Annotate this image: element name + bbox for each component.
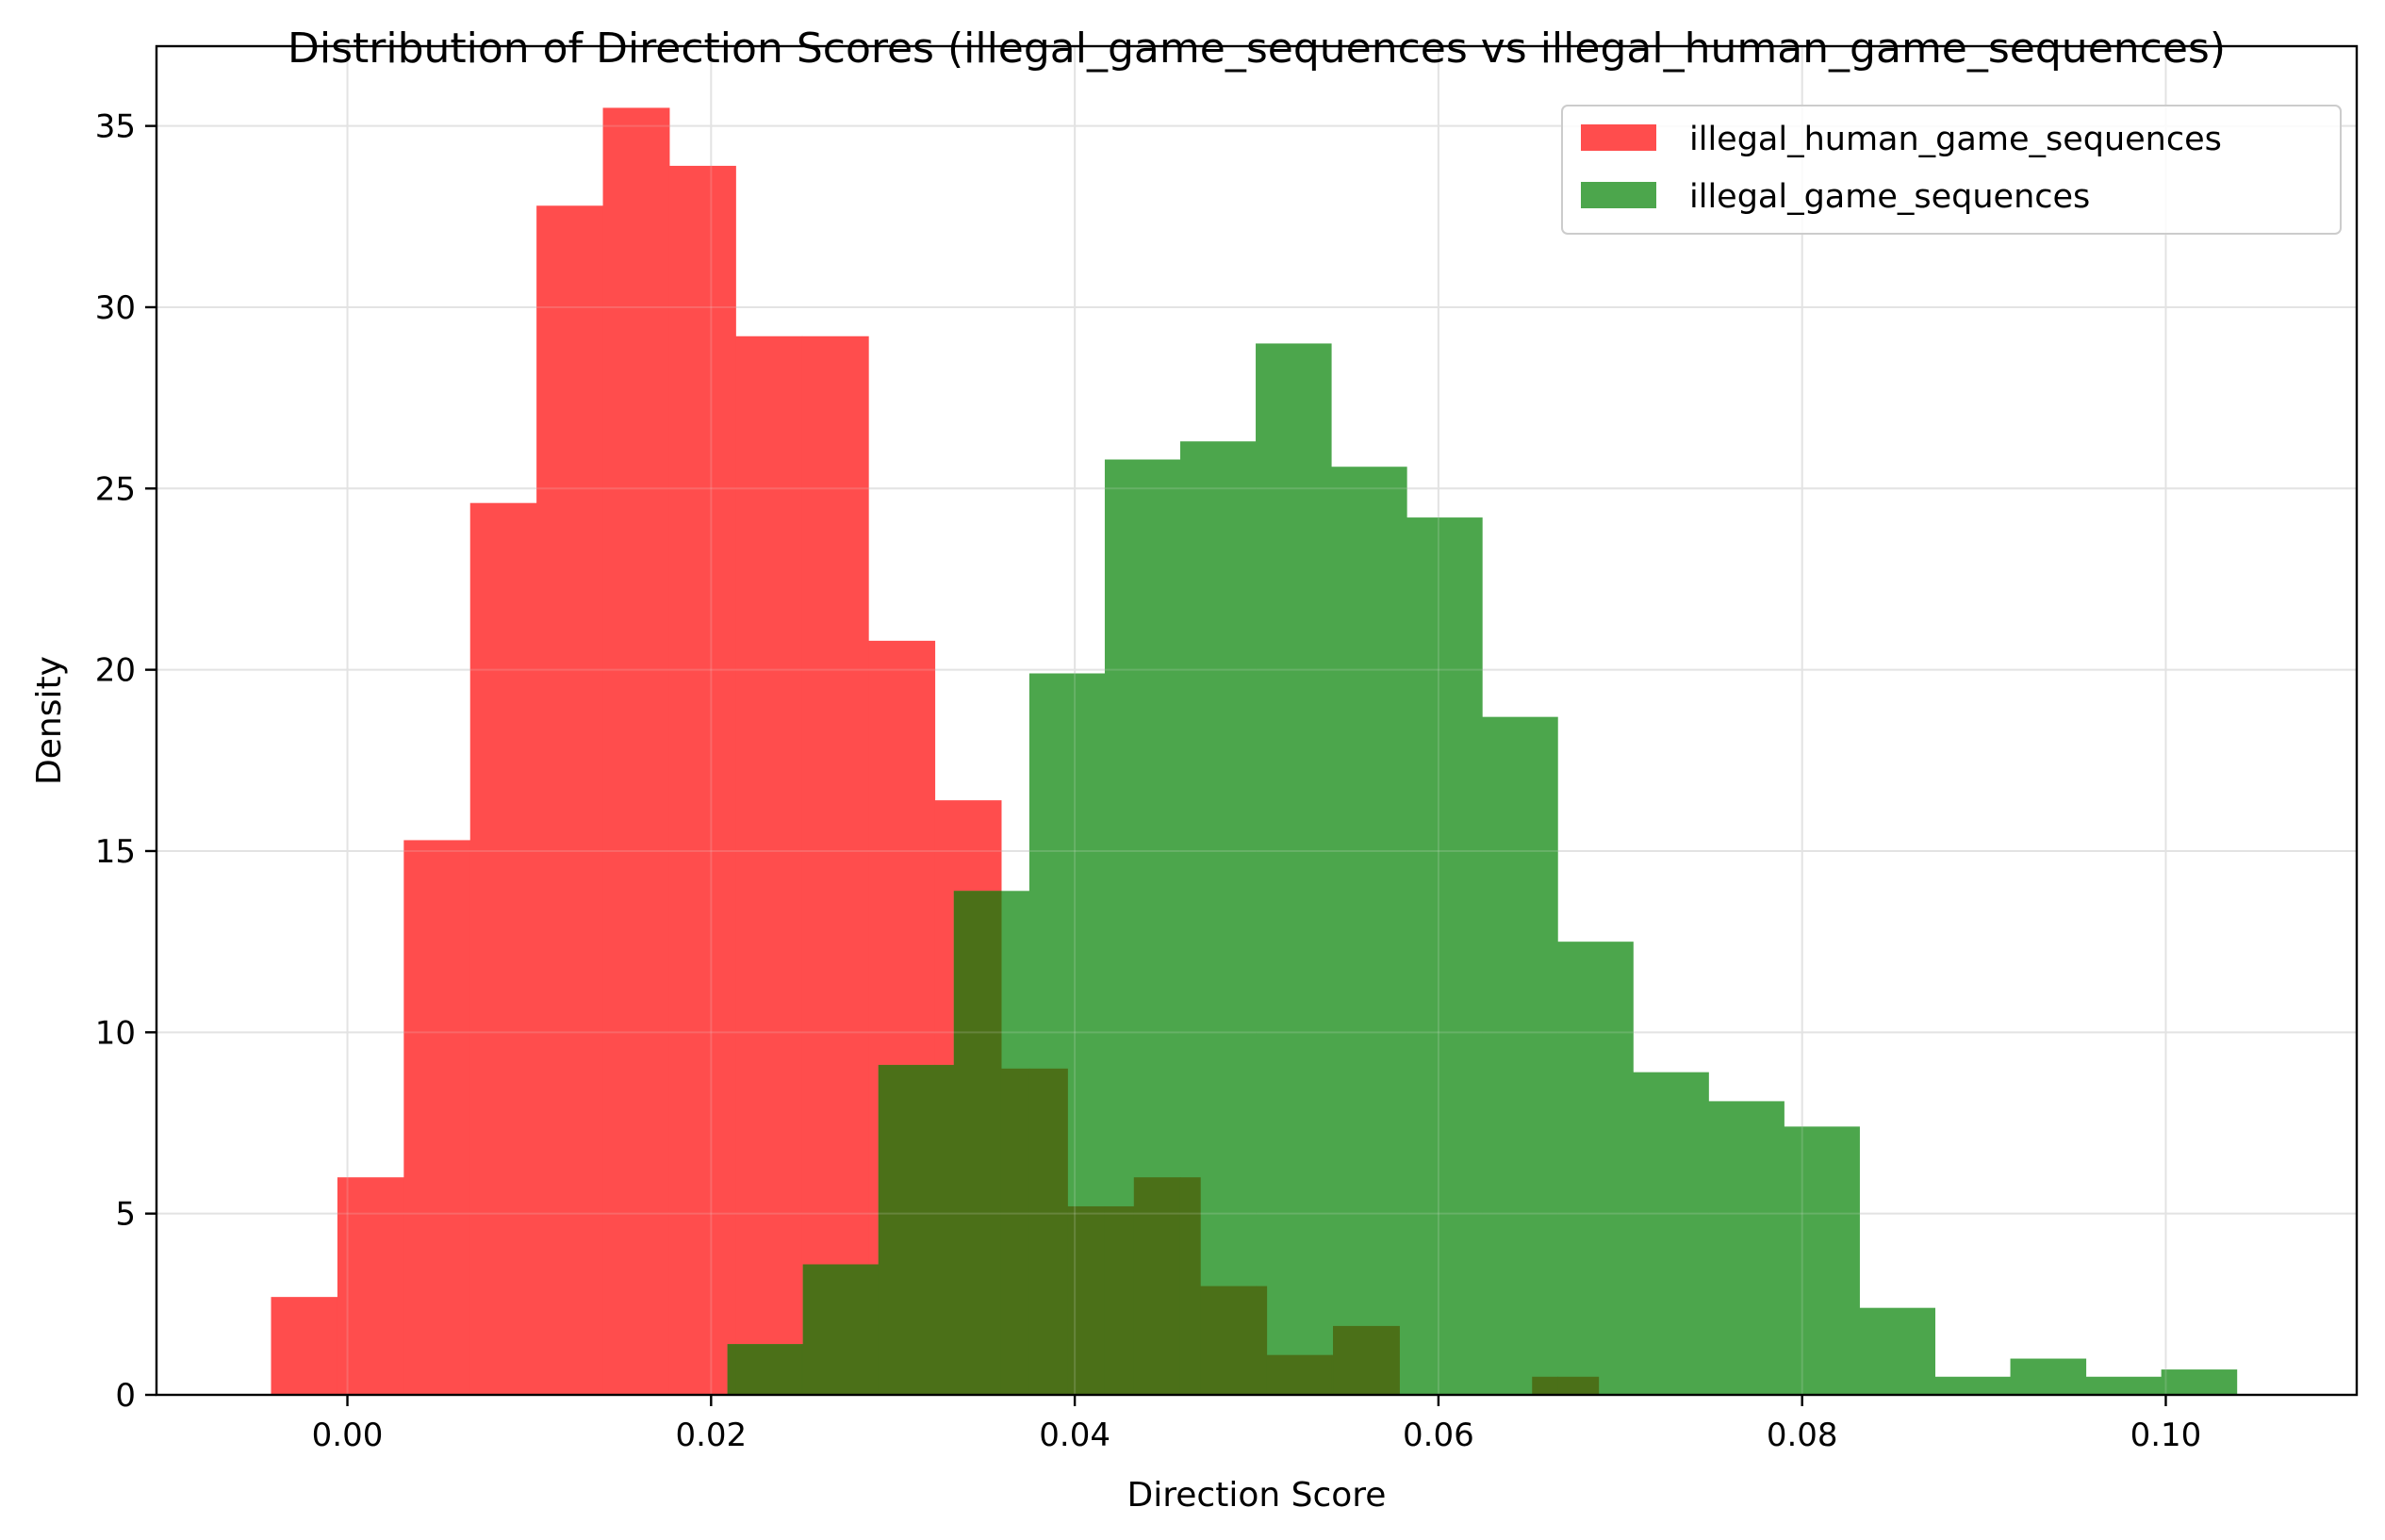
legend-box — [1561, 105, 2342, 235]
overlap-bar — [953, 891, 1002, 1395]
overlap-bar — [735, 1344, 803, 1395]
bar — [337, 1177, 404, 1395]
overlap-bar — [802, 1264, 869, 1395]
bar — [602, 107, 670, 1396]
x-axis-label: Direction Score — [1127, 1476, 1387, 1515]
x-tick-label: 0.02 — [675, 1417, 747, 1454]
bar — [2010, 1358, 2087, 1395]
x-tick-label: 0.06 — [1403, 1417, 1474, 1454]
overlap-bar — [1067, 1205, 1106, 1395]
overlap-bar — [1256, 1286, 1268, 1395]
overlap-bar — [801, 1344, 804, 1395]
overlap-bar — [1333, 1325, 1400, 1395]
overlap-bar — [1532, 1376, 1558, 1395]
y-tick-label: 35 — [95, 108, 136, 146]
x-tick-label: 0.10 — [2130, 1417, 2202, 1454]
bar — [1331, 467, 1407, 1395]
bar — [2161, 1369, 2238, 1395]
bar — [801, 336, 869, 1395]
legend-label-illegal-game-sequences: illegal_game_sequences — [1689, 178, 2090, 216]
axis-ticks: 0.00 0.02 0.04 0.06 0.08 0.10 0 5 10 15 20 25 30 35 — [95, 108, 2202, 1454]
bar — [469, 502, 537, 1395]
overlap-bar — [1000, 1068, 1030, 1395]
histogram-bars — [271, 107, 2238, 1396]
bar — [1406, 517, 1483, 1395]
axes-frame — [155, 44, 2359, 1397]
overlap-bar — [934, 1064, 955, 1395]
overlap-bar — [1331, 1354, 1334, 1395]
bar — [735, 336, 803, 1395]
x-tick-label: 0.04 — [1039, 1417, 1110, 1454]
overlap-bar — [1104, 1205, 1135, 1395]
legend-label-illegal-human-game-sequences: illegal_human_game_sequences — [1689, 121, 2222, 158]
legend-swatch-illegal-game-sequences — [1581, 182, 1656, 208]
bar — [1784, 1126, 1860, 1395]
bar — [1256, 343, 1332, 1395]
overlap-bar — [1266, 1354, 1332, 1395]
overlap-bar — [1028, 1068, 1068, 1395]
overlap-bar — [1179, 1177, 1201, 1395]
y-tick-label: 30 — [95, 289, 136, 327]
bar — [1482, 716, 1558, 1395]
bar — [1708, 1101, 1785, 1395]
legend-swatch-illegal-human-game-sequences — [1581, 124, 1656, 151]
overlap-bar — [878, 1064, 936, 1395]
overlap-bars — [727, 891, 1600, 1395]
legend: illegal_human_game_sequences illegal_gam… — [1561, 105, 2342, 235]
bar — [1859, 1307, 1935, 1395]
bar — [2085, 1376, 2163, 1395]
y-tick-label: 0 — [115, 1377, 136, 1415]
x-tick-label: 0.00 — [312, 1417, 384, 1454]
y-tick-label: 10 — [95, 1014, 136, 1052]
y-tick-label: 15 — [95, 833, 136, 871]
y-axis-label: Density — [30, 656, 69, 785]
bar — [536, 205, 604, 1396]
chart-title: Distribution of Direction Scores (illega… — [288, 25, 2226, 73]
bar — [1934, 1376, 2012, 1395]
y-tick-label: 20 — [95, 652, 136, 690]
overlap-bar — [727, 1344, 736, 1395]
overlap-bar — [1557, 1376, 1600, 1395]
bar — [1557, 942, 1634, 1395]
overlap-bar — [1133, 1177, 1181, 1395]
bar — [403, 840, 471, 1395]
x-tick-label: 0.08 — [1767, 1417, 1838, 1454]
bar — [1633, 1072, 1709, 1395]
overlap-bar — [1200, 1286, 1257, 1395]
bar — [271, 1297, 338, 1395]
y-tick-label: 5 — [115, 1196, 136, 1234]
bar — [668, 165, 736, 1395]
overlap-bar — [868, 1264, 880, 1395]
y-tick-label: 25 — [95, 470, 136, 508]
